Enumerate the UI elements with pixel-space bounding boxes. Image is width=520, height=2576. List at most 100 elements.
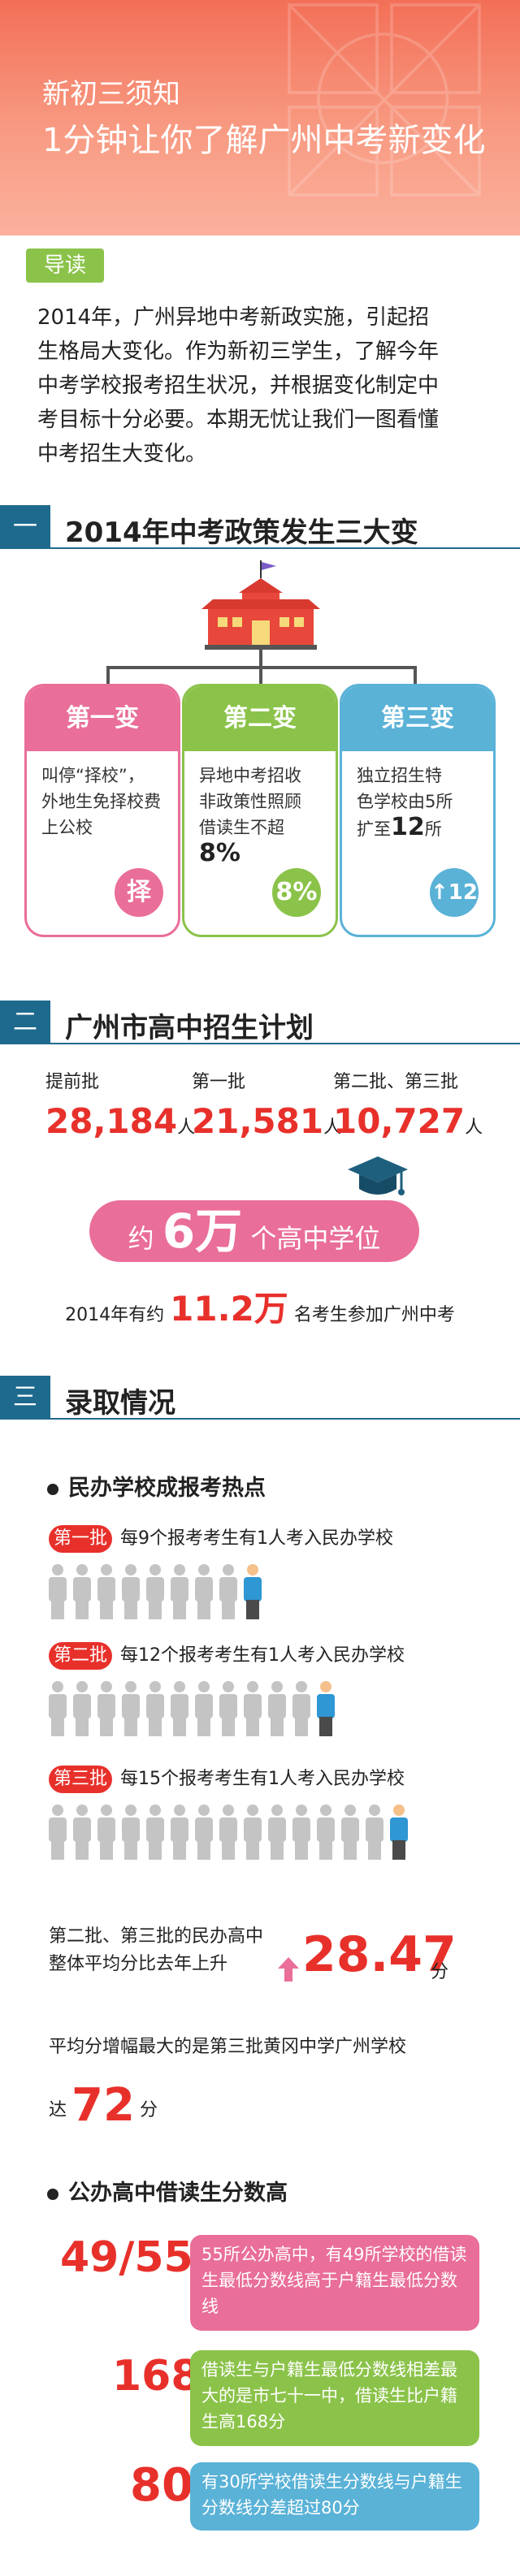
person-icon xyxy=(122,1564,140,1621)
avg-line: 第二批、第三批的民办高中 xyxy=(49,1926,264,1947)
up-arrow-icon xyxy=(278,1957,299,1982)
header-banner: 新初三须知 1分钟让你了解广州中考新变化 xyxy=(0,0,520,236)
most-unit: 分 xyxy=(139,2100,158,2120)
batch-text: 每9个报考考生有1人考入民办学校 xyxy=(120,1528,393,1549)
batch-tag: 第三批 xyxy=(49,1766,112,1793)
card-line: 色学校由5所 xyxy=(357,792,453,811)
exam-count: 2014年有约 11.2万 名考生参加广州中考 xyxy=(0,1282,520,1331)
person-icon xyxy=(219,1564,237,1621)
plan-item: 提前批 28,184人 xyxy=(46,1067,195,1141)
person-icon xyxy=(366,1804,384,1861)
stat-box: 有30所学校借读生分数线与户籍生分数线分差超过80分 xyxy=(190,2462,479,2531)
plan-label: 提前批 xyxy=(46,1072,100,1092)
batch-text: 每12个报考考生有1人考入民办学校 xyxy=(120,1645,405,1666)
person-icon xyxy=(73,1681,91,1738)
plan-label: 第一批 xyxy=(192,1072,246,1092)
increase-icon: ↑12 xyxy=(430,868,479,917)
section-divider xyxy=(50,547,520,549)
person-icon xyxy=(98,1804,115,1861)
card-line-tail: 所 xyxy=(424,819,442,839)
stat-box: 55所公办高中，有49所学校的借读生最低分数线高于户籍生最低分数线 xyxy=(190,2235,479,2331)
card-line: 上公校 xyxy=(41,818,93,837)
person-icon xyxy=(49,1564,67,1621)
batch-row-1: 第一批 每9个报考考生有1人考入民办学校 xyxy=(49,1524,393,1553)
card-emphasis: 12 xyxy=(391,813,425,841)
public-school-heading: 公办高中借读生分数高 xyxy=(47,2175,288,2206)
section-number: 一 xyxy=(0,505,50,549)
most-increase-line: 平均分增幅最大的是第三批黄冈中学广州学校 xyxy=(49,2037,407,2057)
person-icon xyxy=(98,1681,115,1738)
person-icon xyxy=(49,1804,67,1861)
seats-pill: 约 6万 个高中学位 xyxy=(89,1200,419,1262)
plan-item: 第二批、第三批 10,727人 xyxy=(333,1067,483,1141)
person-icon xyxy=(268,1681,286,1738)
card-body: 独立招生特 色学校由5所 扩至12所 xyxy=(342,751,493,842)
most-increase-value: 达 72 分 xyxy=(49,2079,158,2132)
tree-connector xyxy=(414,666,417,685)
plan-unit: 人 xyxy=(465,1117,483,1138)
stat-box: 借读生与户籍生最低分数线相差最大的是市七十一中，借读生比户籍生高168分 xyxy=(190,2350,479,2446)
person-icon xyxy=(195,1564,213,1621)
plan-value: 10,727 xyxy=(333,1101,466,1141)
person-icon xyxy=(146,1681,164,1738)
card-body: 异地中考招收 非政策性照顾 借读生不超 8% xyxy=(184,751,336,868)
card-line: 扩至12所 xyxy=(357,815,482,842)
section-title: 广州市高中招生计划 xyxy=(65,1012,314,1044)
section-header-1: 一 2014年中考政策发生三大变 xyxy=(0,505,520,549)
plan-value: 28,184 xyxy=(46,1101,178,1141)
person-icon xyxy=(244,1681,262,1738)
person-icon xyxy=(146,1564,164,1621)
person-icon xyxy=(268,1804,286,1861)
intro-line: 生格局大变化。作为新初三学生，了解今年 xyxy=(37,339,440,364)
card-line: 外地生免择校费 xyxy=(41,792,161,811)
person-icon xyxy=(244,1804,262,1861)
exam-value: 11.2万 xyxy=(170,1289,288,1329)
avg-line: 整体平均分比去年上升 xyxy=(49,1954,228,1974)
card-line-text: 扩至 xyxy=(357,819,391,839)
seats-suffix: 个高中学位 xyxy=(250,1223,381,1254)
plan-value-wrap: 10,727人 xyxy=(333,1101,483,1141)
choose-icon: 择 xyxy=(115,868,163,917)
person-icon xyxy=(219,1804,237,1861)
plan-value-wrap: 21,581人 xyxy=(192,1101,341,1141)
person-icon xyxy=(195,1804,213,1861)
stat-value: 49/55 xyxy=(60,2233,193,2282)
person-icon xyxy=(171,1564,188,1621)
card-emphasis: 8% xyxy=(199,839,240,867)
person-icon xyxy=(317,1804,335,1861)
person-icon xyxy=(98,1564,115,1621)
card-head: 第三变 xyxy=(342,686,493,751)
school-building-icon xyxy=(202,560,320,650)
private-school-heading: 民办学校成报考热点 xyxy=(47,1470,266,1502)
avg-value: 28.47 xyxy=(302,1926,457,1983)
header-title: 1分钟让你了解广州中考新变化 xyxy=(42,122,486,159)
section-divider xyxy=(50,1418,520,1420)
person-icon xyxy=(292,1681,310,1738)
card-body: 叫停“择校”， 外地生免择校费 上公校 xyxy=(27,751,178,841)
batch-tag: 第二批 xyxy=(49,1642,112,1670)
tree-connector xyxy=(259,650,262,668)
exam-suffix: 名考生参加广州中考 xyxy=(293,1305,455,1325)
geometric-pattern-icon xyxy=(288,3,481,197)
person-icon xyxy=(73,1804,91,1861)
policy-card-1: 第一变 叫停“择校”， 外地生免择校费 上公校 择 xyxy=(24,684,180,937)
card-line: 异地中考招收 xyxy=(199,766,301,785)
person-icon xyxy=(171,1681,188,1738)
section-title: 录取情况 xyxy=(65,1387,176,1420)
section-number: 二 xyxy=(0,1001,50,1044)
section-header-3: 三 录取情况 xyxy=(0,1376,520,1420)
header-subtitle: 新初三须知 xyxy=(42,78,180,110)
intro-line: 考目标十分必要。本期无忧让我们一图看懂 xyxy=(37,408,440,432)
intro-line: 2014年，广州异地中考新政实施，引起招 xyxy=(37,305,430,330)
person-highlight-icon xyxy=(244,1564,262,1621)
percent-icon: 8% xyxy=(272,868,321,917)
avg-text: 第二批、第三批的民办高中 整体平均分比去年上升 xyxy=(49,1923,263,1978)
card-head: 第二变 xyxy=(184,686,336,751)
policy-card-3: 第三变 独立招生特 色学校由5所 扩至12所 ↑12 xyxy=(340,684,496,937)
person-icon xyxy=(219,1681,237,1738)
seats-prefix: 约 xyxy=(128,1223,154,1254)
most-prefix: 达 xyxy=(49,2100,67,2120)
person-icon xyxy=(292,1804,310,1861)
card-line-text: 借读生不超 xyxy=(199,818,284,837)
